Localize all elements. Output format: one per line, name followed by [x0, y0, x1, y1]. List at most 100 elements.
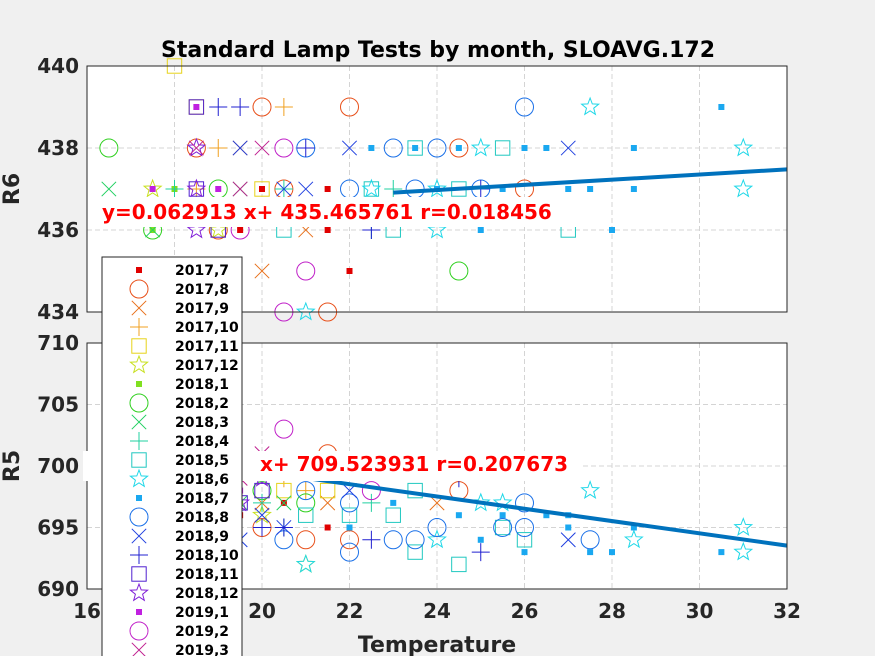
- data-point: [609, 227, 615, 233]
- data-point: [407, 140, 423, 156]
- data-point: [341, 140, 358, 156]
- data-point: [384, 180, 403, 198]
- data-point: [494, 519, 511, 536]
- legend-marker: [131, 566, 147, 582]
- data-point: [362, 530, 381, 549]
- data-point: [427, 138, 447, 158]
- data-point: [455, 145, 462, 151]
- data-point: [471, 543, 490, 562]
- data-point: [259, 186, 265, 192]
- data-point: [412, 145, 419, 151]
- data-point: [733, 178, 754, 198]
- data-point: [209, 98, 228, 116]
- data-point: [253, 518, 271, 537]
- x-tick-label: 26: [511, 599, 539, 623]
- data-point: [494, 140, 511, 156]
- data-point: [274, 138, 294, 158]
- legend-marker: [129, 582, 149, 602]
- data-point: [427, 518, 447, 537]
- data-point: [319, 482, 336, 499]
- data-point: [560, 140, 576, 156]
- data-point: [231, 98, 250, 116]
- top-y-tick-labels: 434 436 438 440: [37, 54, 79, 324]
- legend-marker: [131, 414, 147, 430]
- y-tick-label: 440: [37, 54, 79, 78]
- bottom-y-axis-label: R5: [0, 450, 25, 482]
- data-point: [565, 524, 572, 531]
- data-point: [215, 186, 222, 192]
- y-tick-label: 700: [37, 454, 79, 478]
- top-axes-frame: [86, 65, 788, 313]
- data-point: [274, 419, 294, 439]
- legend-label: 2017,10: [175, 320, 239, 336]
- data-point: [449, 138, 469, 158]
- legend-box: [101, 256, 243, 656]
- data-point: [515, 518, 534, 537]
- bottom-x-tick-labels: 161820222426283032: [73, 599, 801, 623]
- y-tick-label: 438: [37, 136, 79, 160]
- data-point: [565, 186, 572, 192]
- legend-marker: [136, 267, 142, 273]
- data-point: [361, 178, 382, 198]
- data-point: [296, 530, 316, 550]
- x-tick-label: 28: [598, 599, 626, 623]
- legend-label: 2018,3: [175, 415, 229, 431]
- data-point: [499, 186, 506, 192]
- data-point: [368, 145, 375, 151]
- legend-label: 2018,10: [175, 548, 239, 564]
- data-point: [580, 530, 600, 550]
- data-point: [515, 97, 534, 117]
- data-point: [324, 524, 331, 531]
- data-point: [296, 261, 316, 281]
- data-point: [733, 517, 754, 536]
- legend-marker: [136, 495, 142, 501]
- data-point: [274, 518, 293, 537]
- data-point: [405, 530, 425, 550]
- data-point: [296, 481, 316, 501]
- data-point: [208, 219, 229, 239]
- data-point: [609, 549, 615, 556]
- chart-title: Standard Lamp Tests by month, SLOAVG.172: [161, 38, 715, 63]
- top-fit-line: [393, 167, 788, 195]
- data-point: [232, 181, 248, 197]
- data-point: [340, 542, 359, 562]
- data-point: [276, 482, 292, 499]
- data-point: [341, 507, 358, 523]
- top-fit-annotation: y=0.062913 x+ 435.465761 r=0.018456: [102, 200, 552, 224]
- data-point: [587, 186, 594, 192]
- data-point: [193, 104, 200, 110]
- data-point: [186, 137, 207, 157]
- data-point: [493, 518, 513, 537]
- data-point: [427, 178, 447, 198]
- data-point: [232, 140, 248, 156]
- data-point: [274, 98, 293, 116]
- data-point: [254, 140, 270, 156]
- legend-label: 2018,8: [175, 510, 229, 526]
- data-point: [324, 186, 331, 192]
- data-point: [470, 137, 491, 157]
- data-point: [254, 181, 270, 197]
- y-tick-label: 705: [37, 393, 79, 417]
- data-point: [188, 140, 204, 156]
- x-axis-label: Temperature: [358, 633, 516, 656]
- data-point: [99, 138, 119, 158]
- data-point: [580, 96, 601, 116]
- legend-marker: [129, 393, 149, 413]
- legend-label: 2018,11: [175, 567, 239, 583]
- data-point: [385, 507, 401, 523]
- data-point: [324, 227, 331, 233]
- data-point: [254, 507, 270, 523]
- data-point: [499, 512, 506, 519]
- data-point: [340, 530, 359, 550]
- x-tick-label: 20: [248, 599, 276, 623]
- data-point: [449, 261, 469, 281]
- top-y-axis-label: R6: [0, 173, 25, 205]
- bottom-y-tick-labels: 690 695 700 705 710: [37, 331, 79, 601]
- data-point: [362, 493, 381, 512]
- data-point: [477, 227, 484, 233]
- data-point: [340, 493, 359, 513]
- data-point: [254, 263, 270, 279]
- legend-label: 2018,9: [175, 529, 229, 545]
- data-point: [630, 145, 637, 151]
- y-tick-label: 436: [37, 218, 79, 242]
